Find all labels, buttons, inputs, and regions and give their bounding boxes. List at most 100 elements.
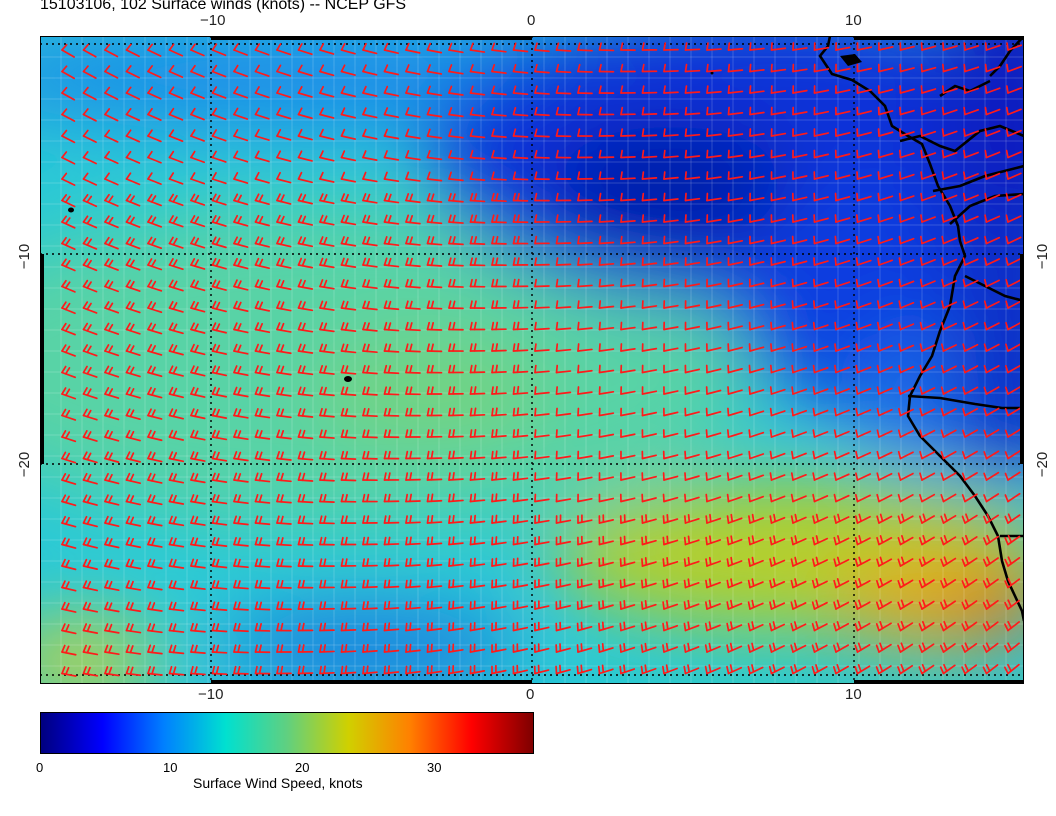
wind-barb bbox=[705, 450, 722, 460]
wind-barb bbox=[426, 343, 443, 353]
wind-barb bbox=[448, 622, 464, 632]
wind-barb bbox=[620, 343, 636, 352]
wind-barb bbox=[61, 43, 75, 58]
wind-barb bbox=[125, 408, 141, 421]
wind-barb bbox=[405, 364, 421, 374]
wind-barb bbox=[448, 600, 464, 610]
wind-barb bbox=[448, 321, 464, 331]
wind-barb bbox=[962, 429, 979, 438]
wind-barb bbox=[491, 171, 507, 181]
wind-barb bbox=[211, 365, 228, 377]
lon-tick-top-west: −10 bbox=[200, 12, 226, 29]
wind-barb bbox=[82, 451, 98, 464]
wind-barb bbox=[919, 493, 936, 503]
wind-barb bbox=[362, 429, 378, 439]
wind-barb bbox=[233, 107, 249, 120]
wind-barb bbox=[82, 108, 97, 122]
wind-barb bbox=[747, 599, 764, 610]
wind-barb bbox=[855, 429, 872, 438]
wind-barb bbox=[426, 407, 443, 417]
wind-barb bbox=[147, 451, 163, 463]
wind-barb bbox=[770, 106, 787, 116]
wind-barb bbox=[534, 192, 550, 202]
wind-barb bbox=[190, 494, 206, 505]
wind-barb bbox=[426, 364, 443, 374]
wind-barb bbox=[813, 235, 829, 245]
wind-barb bbox=[832, 664, 849, 675]
wind-barb bbox=[749, 149, 765, 159]
wind-barb bbox=[577, 257, 593, 266]
lon-tick-bottom-east: 10 bbox=[845, 686, 862, 703]
wind-barb bbox=[297, 429, 314, 440]
wind-barb bbox=[727, 63, 744, 73]
lon-tick-bottom-zero: 0 bbox=[526, 686, 535, 703]
wind-barb bbox=[469, 600, 486, 610]
wind-barb bbox=[875, 620, 892, 632]
wind-barb bbox=[168, 172, 184, 185]
wind-barb bbox=[147, 258, 163, 271]
wind-barb bbox=[941, 278, 958, 288]
wind-barb bbox=[340, 279, 357, 290]
wind-barb bbox=[876, 450, 893, 460]
wind-barb bbox=[939, 663, 956, 675]
wind-barb bbox=[641, 106, 658, 116]
wind-barb bbox=[61, 537, 77, 549]
wind-barb bbox=[855, 407, 872, 417]
wind-barb bbox=[641, 514, 657, 524]
wind-barb bbox=[147, 665, 163, 676]
wind-barb bbox=[876, 493, 893, 503]
wind-barb bbox=[684, 364, 701, 374]
wind-barb bbox=[276, 214, 292, 227]
wind-barb bbox=[319, 622, 335, 632]
wind-barb bbox=[104, 86, 119, 101]
wind-barb bbox=[534, 535, 550, 546]
wind-barb bbox=[984, 192, 1001, 202]
wind-barb bbox=[940, 450, 957, 460]
wind-barb bbox=[340, 128, 357, 140]
wind-barb bbox=[790, 513, 807, 524]
wind-barb bbox=[104, 387, 120, 399]
wind-barb bbox=[918, 513, 936, 524]
wind-barb bbox=[82, 644, 99, 656]
wind-barb bbox=[812, 450, 829, 460]
wind-barb bbox=[983, 321, 1000, 331]
wind-barb bbox=[233, 172, 249, 184]
wind-barb bbox=[684, 149, 701, 159]
wind-barb bbox=[726, 556, 743, 567]
wind-barb bbox=[877, 235, 894, 245]
wind-barb bbox=[706, 278, 722, 288]
wind-barb bbox=[104, 537, 120, 549]
wind-barb bbox=[726, 450, 743, 460]
wind-barb bbox=[383, 42, 399, 55]
wind-barb bbox=[598, 472, 615, 481]
wind-barb bbox=[897, 535, 914, 546]
wind-barb bbox=[833, 450, 850, 460]
wind-barb bbox=[856, 149, 872, 159]
islands bbox=[68, 54, 862, 382]
wind-barb bbox=[940, 407, 957, 417]
wind-barb bbox=[577, 343, 593, 352]
wind-barb bbox=[897, 493, 914, 503]
wind-barb bbox=[833, 642, 850, 653]
wind-barb bbox=[211, 257, 227, 270]
wind-barb bbox=[663, 235, 679, 245]
wind-barb bbox=[790, 493, 807, 503]
wind-barb bbox=[833, 472, 850, 481]
wind-barb bbox=[297, 171, 313, 184]
wind-barb bbox=[340, 42, 356, 55]
wind-barb bbox=[577, 214, 593, 223]
wind-barb bbox=[405, 150, 421, 161]
wind-barb bbox=[620, 128, 636, 137]
wind-barb bbox=[340, 558, 357, 567]
wind-barb bbox=[319, 214, 335, 226]
wind-barb bbox=[941, 214, 958, 223]
wind-barb bbox=[297, 493, 314, 504]
wind-barb bbox=[898, 407, 915, 417]
wind-barb bbox=[319, 85, 335, 98]
wind-barb bbox=[211, 214, 227, 227]
wind-barb bbox=[469, 235, 486, 245]
wind-barb bbox=[877, 106, 894, 116]
wind-barb bbox=[813, 106, 830, 116]
wind-barb bbox=[512, 557, 529, 567]
wind-barb bbox=[749, 42, 765, 51]
